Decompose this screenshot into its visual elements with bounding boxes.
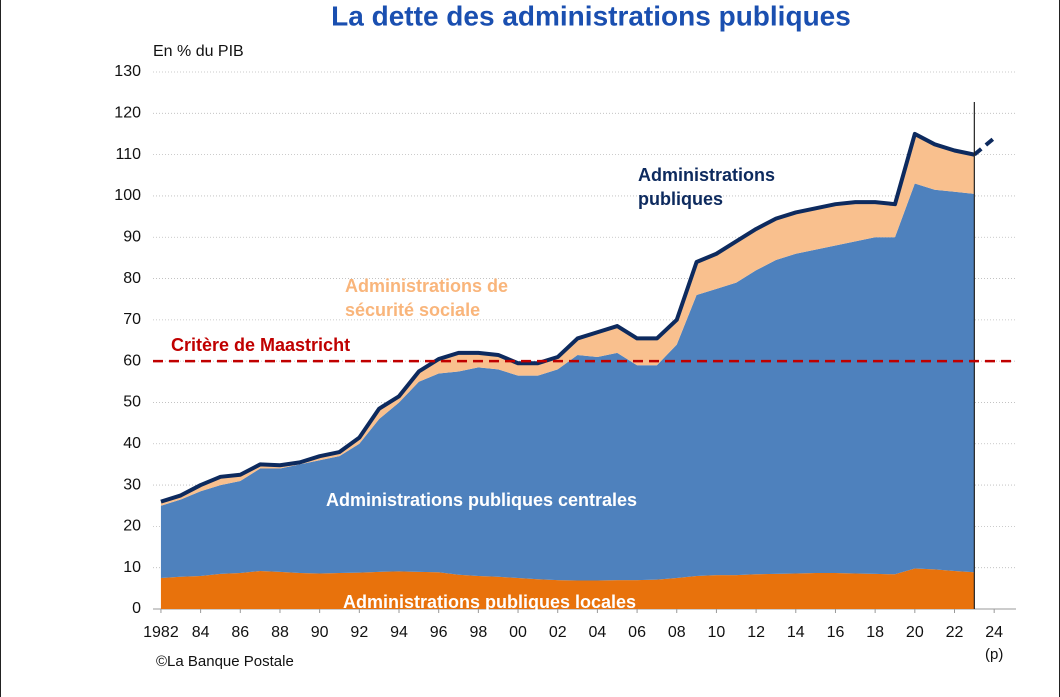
series-label: Administrations publiques centrales xyxy=(326,490,638,510)
area xyxy=(160,133,975,506)
y-axis-label: En % du PIB xyxy=(153,43,244,60)
x-tick-label: 94 xyxy=(390,624,408,641)
forecast-label: (p) xyxy=(985,646,1003,663)
reference-label: Critère de Maastricht xyxy=(171,335,350,355)
x-tick-label: 18 xyxy=(866,624,884,641)
y-tick-label: 80 xyxy=(123,270,141,287)
y-tick-label: 60 xyxy=(123,352,141,369)
x-tick-label: 84 xyxy=(192,624,210,641)
x-tick-label: 96 xyxy=(430,624,448,641)
y-tick-label: 20 xyxy=(123,518,141,535)
y-tick-label: 0 xyxy=(132,600,141,617)
x-tick-label: 04 xyxy=(588,624,606,641)
x-tick-label: 16 xyxy=(827,624,845,641)
y-tick-label: 30 xyxy=(123,476,141,493)
total-line xyxy=(160,131,975,504)
y-tick-label: 90 xyxy=(123,228,141,245)
series-label: Administrations publiques xyxy=(638,165,776,209)
area xyxy=(160,183,975,581)
x-tick-label: 88 xyxy=(271,624,289,641)
x-tick-label: 08 xyxy=(668,624,686,641)
y-tick-label: 50 xyxy=(123,394,141,411)
y-tick-label: 130 xyxy=(114,63,141,80)
x-tick-label: 00 xyxy=(509,624,527,641)
chart-title: La dette des administrations publiques xyxy=(331,0,851,31)
series-label: Administrations de sécurité sociale xyxy=(345,276,509,320)
x-tick-label: 06 xyxy=(628,624,646,641)
area xyxy=(160,568,975,609)
x-tick-label: 02 xyxy=(549,624,567,641)
x-tick-label: 12 xyxy=(747,624,765,641)
forecast-line xyxy=(973,136,996,157)
y-tick-label: 110 xyxy=(115,146,141,163)
y-tick-label: 120 xyxy=(114,105,141,122)
x-tick-label: 14 xyxy=(787,624,805,641)
y-tick-label: 70 xyxy=(123,311,141,328)
x-tick-label: 10 xyxy=(708,624,726,641)
x-tick-label: 86 xyxy=(231,624,249,641)
x-tick-label: 1982 xyxy=(143,624,179,641)
y-tick-label: 10 xyxy=(123,559,141,576)
x-tick-label: 90 xyxy=(311,624,329,641)
x-tick-label: 92 xyxy=(350,624,368,641)
x-tick-label: 24 xyxy=(985,624,1003,641)
x-tick-label: 20 xyxy=(906,624,924,641)
x-tick-label: 98 xyxy=(469,624,487,641)
y-tick-label: 100 xyxy=(114,187,141,204)
x-tick-label: 22 xyxy=(946,624,964,641)
series-label: Administrations publiques locales xyxy=(343,592,637,612)
source: ©La Banque Postale xyxy=(156,653,294,670)
y-tick-label: 40 xyxy=(123,435,141,452)
